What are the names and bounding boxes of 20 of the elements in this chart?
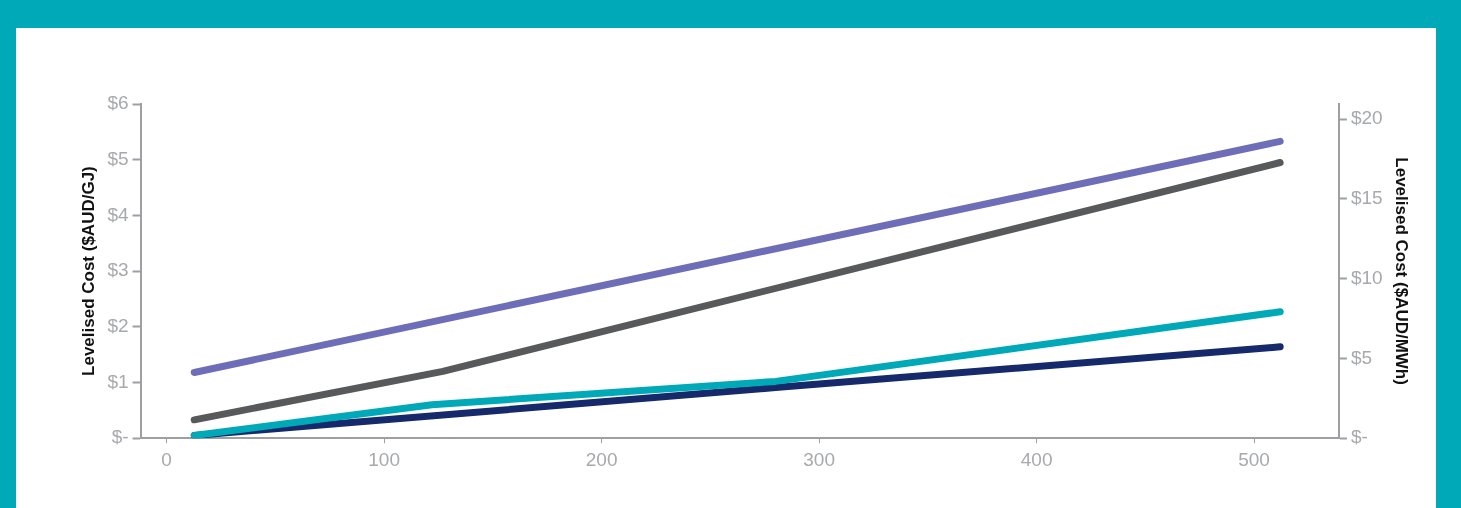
y2-tick-label: $20 <box>1350 107 1383 129</box>
y-tick-label: $4 <box>107 203 129 225</box>
y-tick-label: $- <box>111 426 129 448</box>
y-axis-title: Levelised Cost ($AUD/GJ) <box>78 166 98 376</box>
x-tick-label: 200 <box>585 448 618 470</box>
y2-axis-title: Levelised Cost ($AUD/MWh) <box>1392 157 1412 385</box>
x-tick-label: 500 <box>1238 448 1270 470</box>
x-tick-label: 400 <box>1020 448 1053 470</box>
x-tick-label: 300 <box>803 448 835 470</box>
y2-tick-label: $5 <box>1350 346 1373 368</box>
y-tick-label: $5 <box>107 147 129 169</box>
x-tick-label: 0 <box>161 448 172 470</box>
x-tick-label: 100 <box>368 448 400 470</box>
y-tick-label: $3 <box>107 259 129 281</box>
y-tick-label: $6 <box>107 92 129 114</box>
y2-tick-label: $- <box>1350 426 1368 448</box>
y2-tick-label: $15 <box>1350 187 1383 209</box>
y-tick-label: $2 <box>107 315 129 337</box>
y-tick-label: $1 <box>107 370 129 392</box>
y2-tick-label: $10 <box>1350 266 1383 288</box>
